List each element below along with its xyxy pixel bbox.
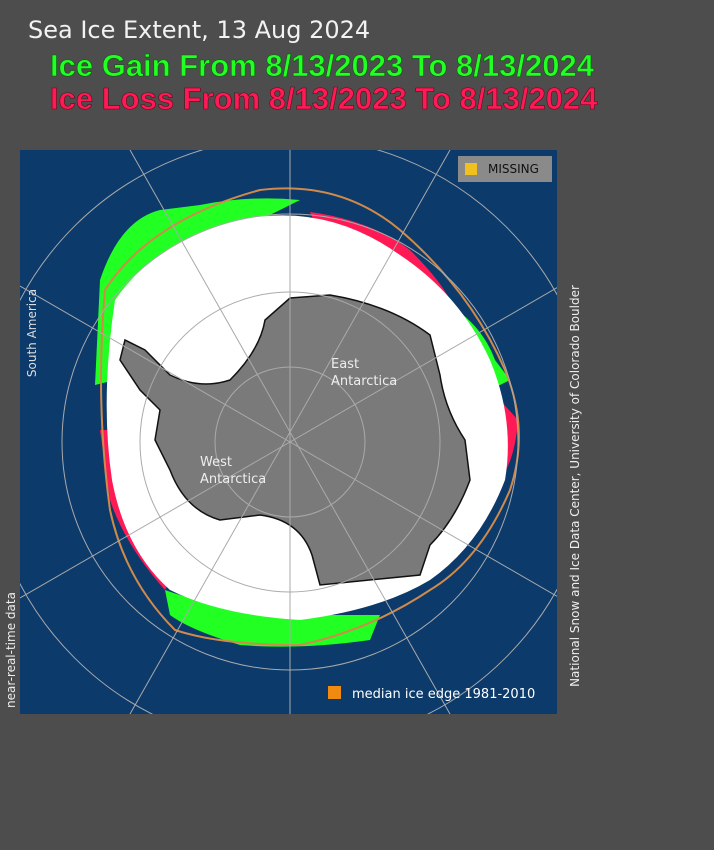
south-america-label: South America [25,289,39,377]
loss-label: Ice Loss From 8/13/2023 To 8/13/2024 [50,81,598,116]
credit-left: near-real-time data [4,592,18,708]
gain-label: Ice Gain From 8/13/2023 To 8/13/2024 [50,48,595,83]
missing-swatch [465,163,477,175]
title: Sea Ice Extent, 13 Aug 2024 [28,16,370,44]
median-label: median ice edge 1981-2010 [352,687,535,702]
graticule [20,150,557,714]
median-ice-edge [100,187,520,647]
credit-right: National Snow and Ice Data Center, Unive… [568,285,582,687]
missing-label: MISSING [488,162,539,176]
median-swatch [328,686,341,699]
map: East Antarctica West Antarctica South Am… [20,150,557,714]
east-antarctica-label: East [331,357,359,372]
ice-gain [165,590,380,647]
west-antarctica-label: Antarctica [200,472,266,487]
west-antarctica-label: West [200,455,232,470]
east-antarctica-label: Antarctica [331,374,397,389]
